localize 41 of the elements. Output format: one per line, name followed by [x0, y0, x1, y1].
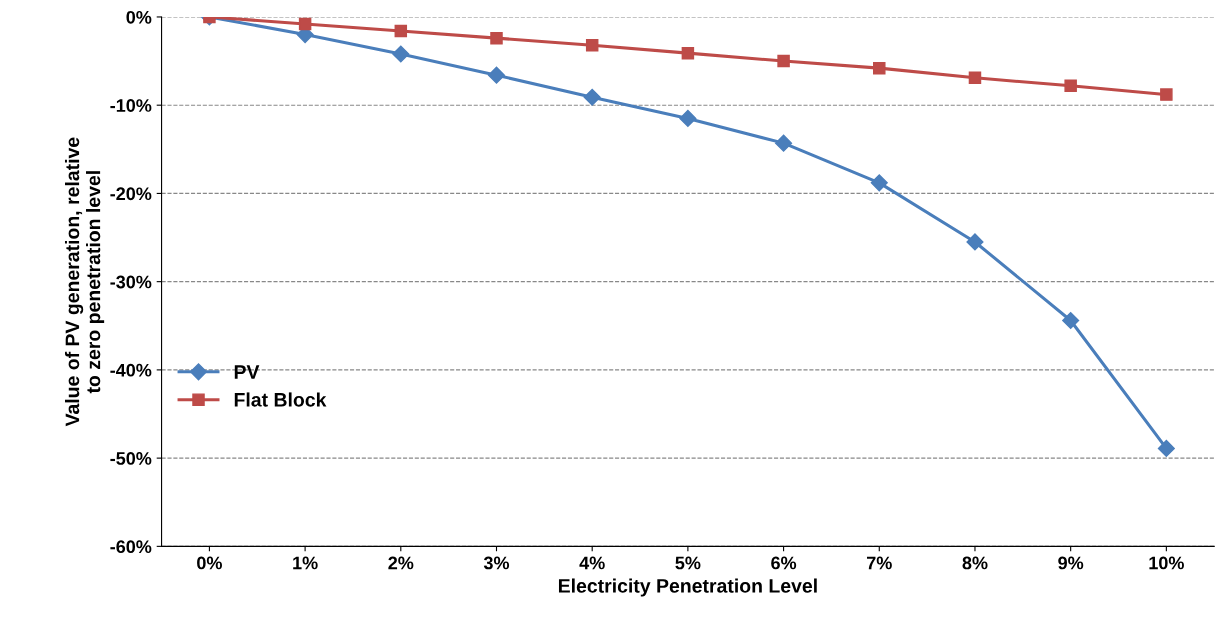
- point: [873, 61, 886, 75]
- x-tick-label: 5%: [675, 556, 701, 570]
- point: [298, 17, 312, 31]
- x-axis-title: Electricity Penetration Level: [558, 578, 817, 597]
- legend-label: PV: [234, 365, 260, 379]
- point: [1062, 311, 1080, 330]
- x-tick-label: 10%: [1149, 556, 1184, 570]
- x-tick-label: 2%: [388, 556, 414, 570]
- x-tick-label: 3%: [483, 556, 510, 570]
- x-tick-label: 1%: [293, 556, 318, 570]
- point: [1064, 79, 1077, 93]
- x-tick-label: 6%: [771, 556, 797, 570]
- x-tick-label: 7%: [867, 556, 892, 570]
- x-tick-label: 4%: [579, 556, 605, 570]
- point: [681, 46, 695, 60]
- point: [1157, 439, 1175, 457]
- point: [392, 45, 410, 63]
- point: [1160, 88, 1173, 101]
- x-tick-label: 8%: [962, 556, 988, 570]
- legend-label: Flat Block: [234, 392, 327, 407]
- point: [775, 134, 793, 152]
- x-tick-label: 0%: [197, 556, 222, 570]
- point: [966, 233, 984, 251]
- point: [487, 66, 506, 84]
- y-tick-label: -60%: [110, 540, 152, 554]
- y-tick-label: -50%: [110, 452, 152, 465]
- y-tick-label: 0%: [126, 10, 152, 24]
- y-axis-title: Value of PV generation, relative to zero penetration level: [64, 137, 105, 427]
- point: [968, 71, 982, 85]
- y-tick-label: -40%: [110, 363, 152, 377]
- point: [585, 38, 599, 52]
- y-tick-label: -30%: [110, 275, 152, 289]
- point: [679, 109, 697, 127]
- point: [870, 174, 888, 192]
- point: [777, 54, 790, 68]
- point: [490, 31, 503, 45]
- point: [583, 88, 601, 106]
- y-tick-label: -20%: [110, 187, 152, 201]
- x-tick-label: 9%: [1058, 556, 1084, 570]
- point: [394, 24, 408, 38]
- y-tick-label: -10%: [110, 99, 152, 112]
